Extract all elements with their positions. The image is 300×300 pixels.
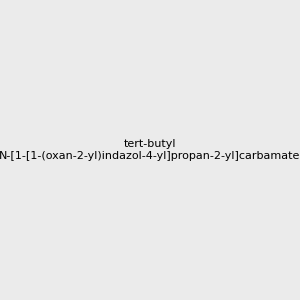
Text: tert-butyl N-[1-[1-(oxan-2-yl)indazol-4-yl]propan-2-yl]carbamate: tert-butyl N-[1-[1-(oxan-2-yl)indazol-4-… [0, 139, 300, 161]
